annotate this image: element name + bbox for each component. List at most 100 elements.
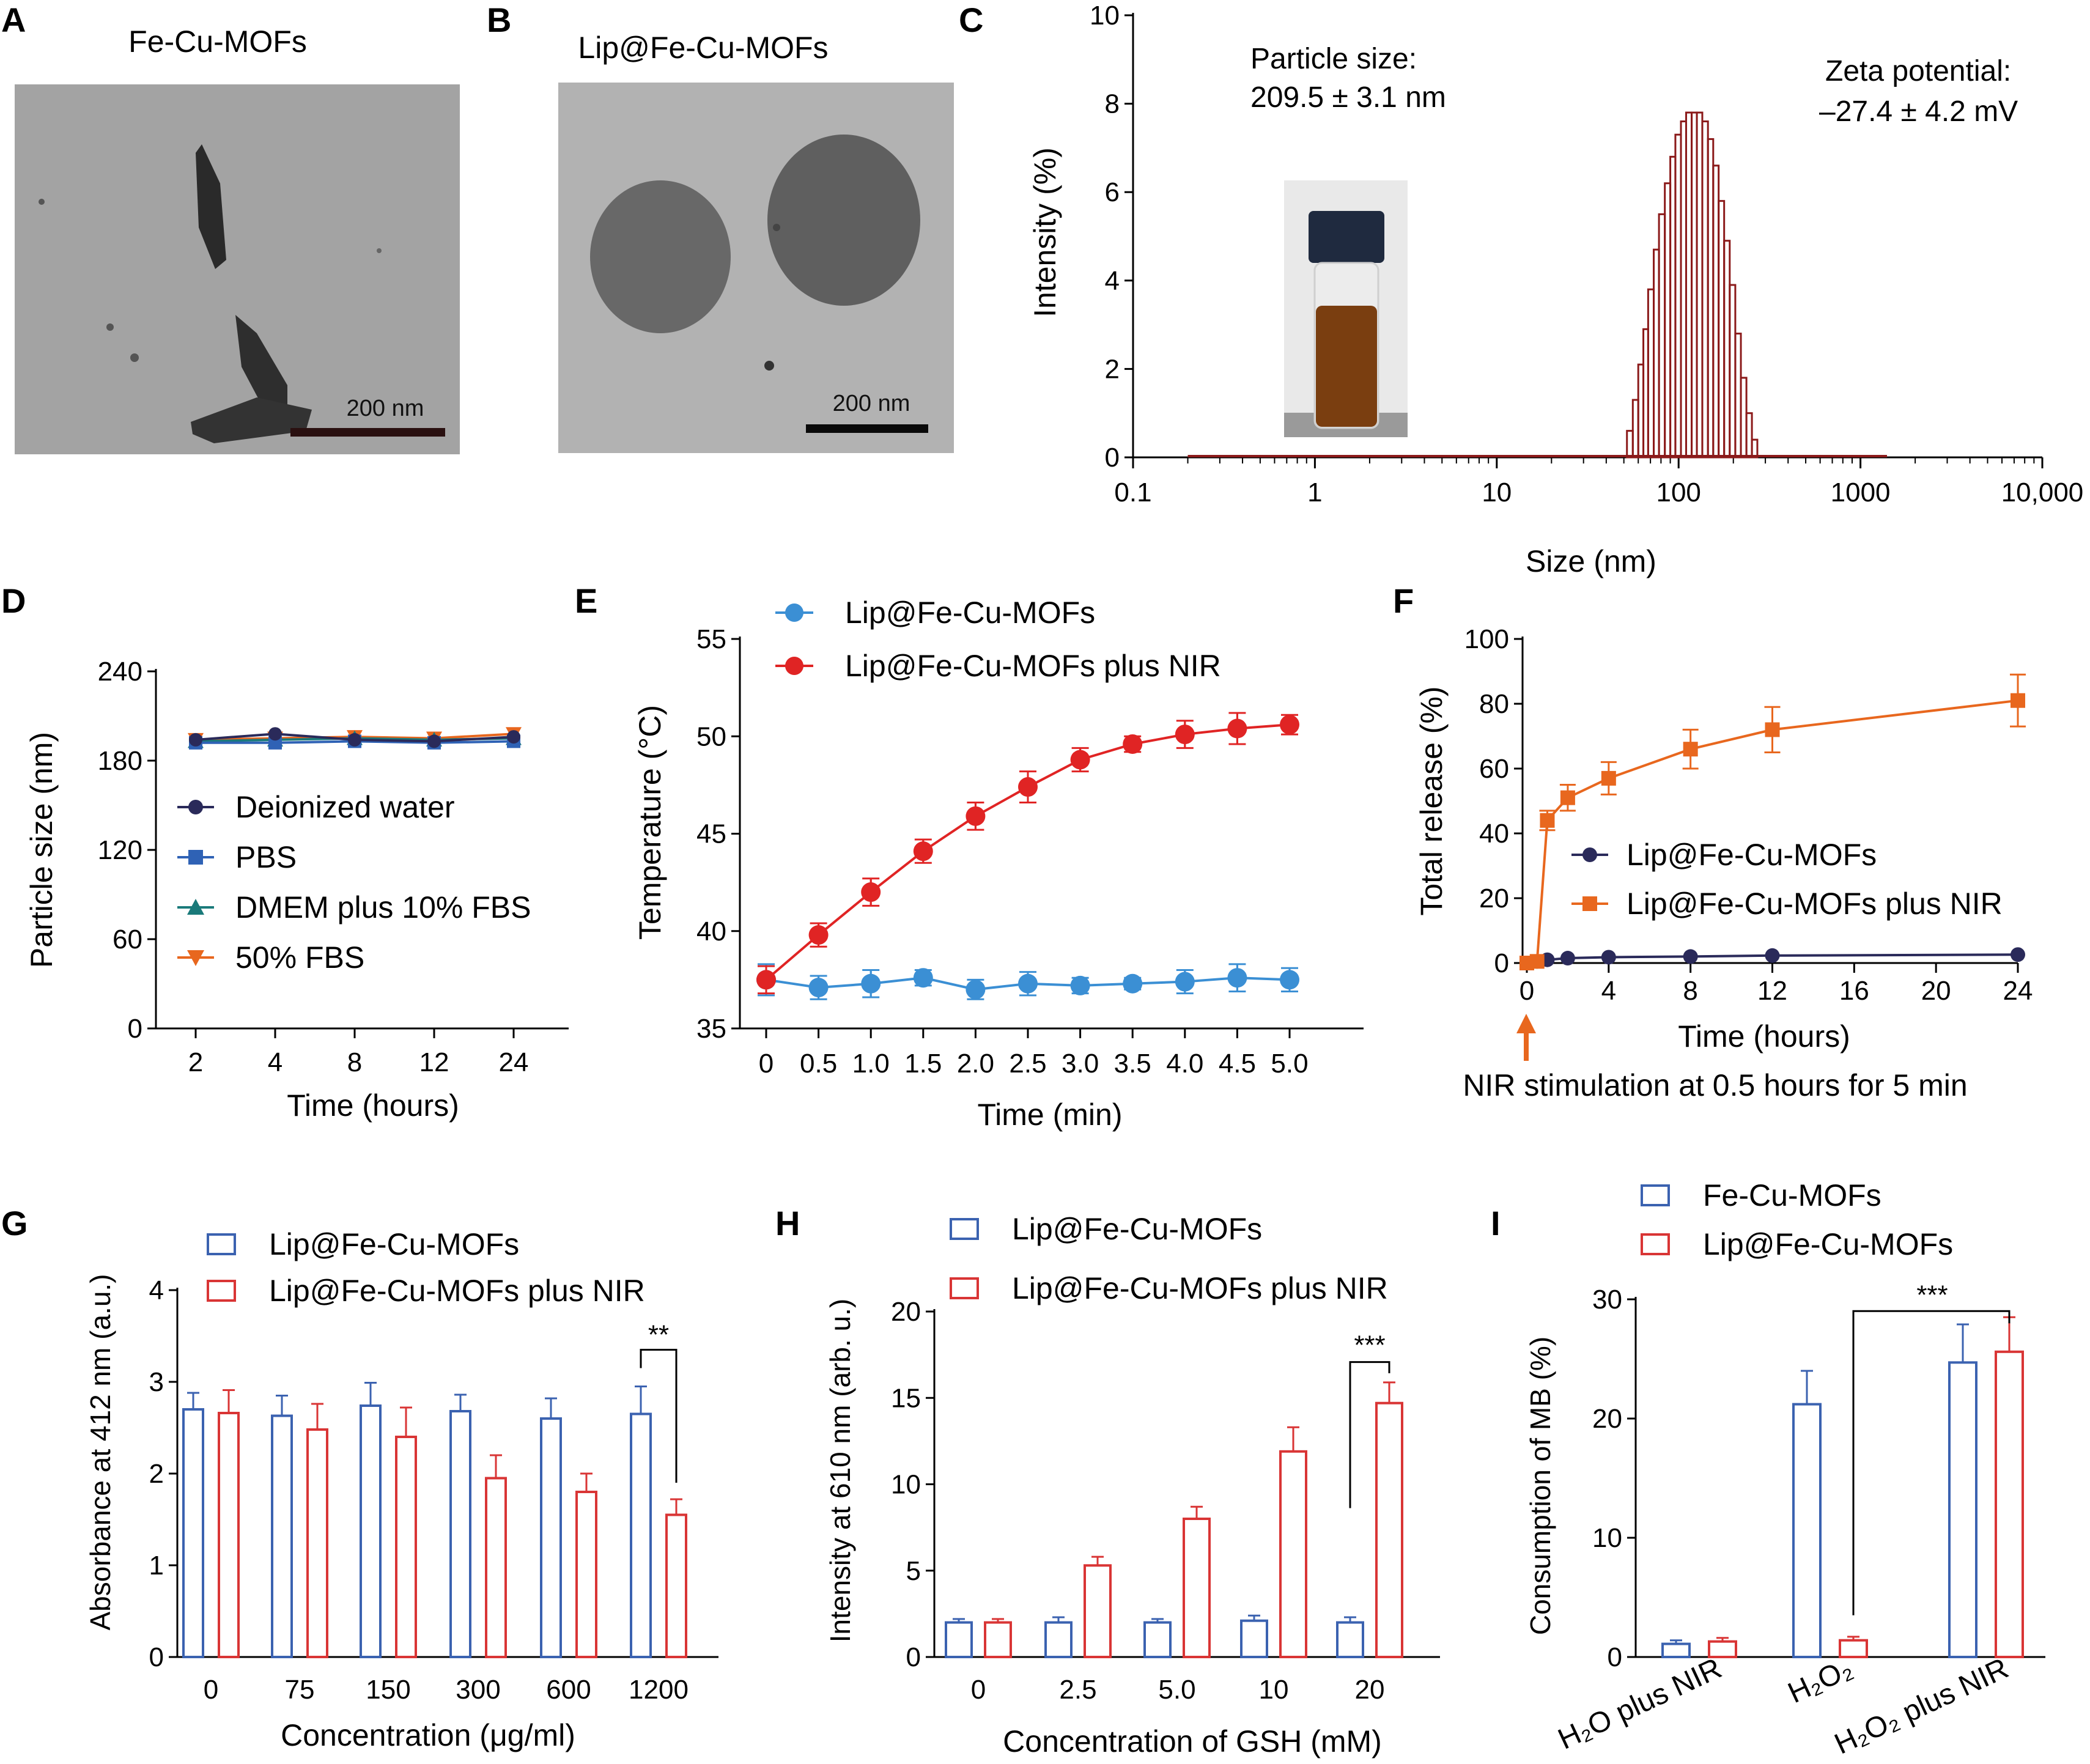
x-tick-label: 1200 (629, 1675, 689, 1705)
y-tick-label: 0 (149, 1642, 164, 1672)
legend-label: Deionized water (235, 790, 455, 824)
x-tick-label: 0.1 (1114, 478, 1151, 507)
y-tick-label: 240 (98, 657, 142, 687)
y-tick-label: 0 (1105, 443, 1120, 473)
data-point (348, 733, 361, 747)
legend-label: Lip@Fe-Cu-MOFs plus NIR (1012, 1271, 1388, 1305)
x-tick-label: 10 (1482, 478, 1512, 507)
data-point (1070, 975, 1090, 995)
legend-swatch (207, 1280, 236, 1302)
histogram-bar (1751, 438, 1759, 459)
y-tick-label: 20 (891, 1297, 921, 1327)
panel-h-xlabel: Concentration of GSH (mM) (1003, 1724, 1382, 1758)
y-tick-label: 20 (1479, 884, 1509, 913)
x-tick-label: 5.0 (1271, 1049, 1308, 1079)
legend-label: Lip@Fe-Cu-MOFs (269, 1227, 519, 1261)
legend-swatch (207, 1233, 236, 1255)
vial-photo (1284, 180, 1408, 437)
legend-swatch (950, 1277, 979, 1299)
x-tick-label: 0 (759, 1049, 774, 1079)
x-tick-label: 2.0 (957, 1049, 994, 1079)
panel-a-micrograph: Fe-Cu-MOFs 200 nm (15, 24, 460, 454)
nir-stimulation-arrow (1516, 1014, 1536, 1061)
legend-label: Lip@Fe-Cu-MOFs plus NIR (269, 1274, 645, 1308)
data-point (1280, 715, 1299, 735)
panel-e-ylabel: Temperature (°C) (633, 705, 667, 940)
data-point (913, 841, 933, 862)
y-tick-label: 3 (149, 1367, 164, 1397)
x-tick-label: 2 (188, 1047, 203, 1077)
data-point (1683, 742, 1698, 757)
data-point (1560, 790, 1575, 805)
data-point (1540, 813, 1555, 828)
panel-letter-c: C (959, 1, 983, 39)
data-point (1123, 973, 1143, 994)
panel-f-annotation: NIR stimulation at 0.5 hours for 5 min (1463, 1068, 1967, 1102)
panel-a-title: Fe-Cu-MOFs (128, 24, 307, 59)
legend-label: Fe-Cu-MOFs (1703, 1178, 1881, 1212)
x-tick-label: 150 (366, 1675, 410, 1705)
panel-a-scale-bar-label: 200 nm (347, 396, 424, 421)
x-tick-label: H₂O₂ (1783, 1652, 1857, 1710)
data-point (507, 730, 520, 744)
bar (540, 1417, 562, 1658)
panel-f-xlabel: Time (hours) (1678, 1019, 1850, 1054)
x-tick-label: H₂O plus NIR (1553, 1652, 1726, 1756)
data-point (1227, 968, 1247, 988)
x-tick-label: 0 (971, 1675, 986, 1705)
data-point (1582, 896, 1597, 911)
x-tick-label: 20 (1921, 976, 1951, 1006)
x-tick-label: 0 (204, 1675, 218, 1705)
data-point (1683, 949, 1698, 964)
legend-swatch (950, 1218, 979, 1240)
legend-swatch (1641, 1184, 1670, 1206)
panel-g-xlabel: Concentration (μg/ml) (281, 1718, 575, 1752)
x-tick-label: 24 (2003, 976, 2033, 1006)
series-line (765, 723, 1290, 981)
panel-g-ylabel: Absorbance at 412 nm (a.u.) (84, 1274, 116, 1631)
y-tick-label: 5 (906, 1556, 921, 1586)
bar (984, 1621, 1012, 1658)
y-tick-label: 4 (1105, 266, 1120, 296)
x-tick-label: 3.5 (1114, 1049, 1151, 1079)
data-point (1560, 951, 1575, 966)
x-tick-label: 5.0 (1158, 1675, 1195, 1705)
bar (1375, 1401, 1403, 1659)
data-point (1018, 777, 1038, 797)
panel-c-xlabel: Size (nm) (1526, 544, 1656, 578)
x-tick-label: 1.0 (852, 1049, 890, 1079)
bar (218, 1412, 240, 1658)
data-point (966, 806, 986, 826)
significance-label: ** (648, 1320, 669, 1350)
x-tick-label: 0.5 (800, 1049, 837, 1079)
legend-label: Lip@Fe-Cu-MOFs plus NIR (1627, 887, 2003, 921)
x-tick-label: H₂O₂ plus NIR (1830, 1652, 2013, 1761)
x-tick-label: 75 (285, 1675, 315, 1705)
panel-e-xlabel: Time (min) (977, 1098, 1122, 1132)
bar (945, 1621, 973, 1658)
significance-label: *** (1354, 1330, 1385, 1360)
data-point (189, 733, 202, 747)
significance-bracket (640, 1349, 678, 1483)
bar (1183, 1518, 1211, 1658)
y-tick-label: 60 (113, 924, 142, 954)
data-point (1765, 948, 1780, 963)
panel-e-chart: 35 40 45 50 55 0 0.5 1.0 1.5 2.0 2.5 3.0 3.5 4.0 4.5 5.… (633, 596, 1364, 1132)
significance-label: *** (1916, 1280, 1948, 1310)
x-tick-label: 10 (1259, 1675, 1289, 1705)
panel-letter-a: A (1, 1, 26, 39)
data-point (861, 973, 881, 994)
y-tick-label: 2 (1105, 354, 1120, 384)
panel-b-micrograph: Lip@Fe-Cu-MOFs 200 nm (558, 31, 954, 453)
bar (1661, 1642, 1691, 1659)
bar (575, 1491, 597, 1658)
bar (1279, 1450, 1307, 1658)
legend-label: 50% FBS (235, 940, 364, 975)
panel-d-xlabel: Time (hours) (287, 1088, 459, 1123)
data-point (427, 734, 441, 748)
data-point (1175, 725, 1195, 745)
panel-letter-i: I (1491, 1204, 1501, 1242)
bar (485, 1477, 507, 1658)
legend-label: DMEM plus 10% FBS (235, 890, 531, 924)
data-point (1280, 970, 1299, 990)
